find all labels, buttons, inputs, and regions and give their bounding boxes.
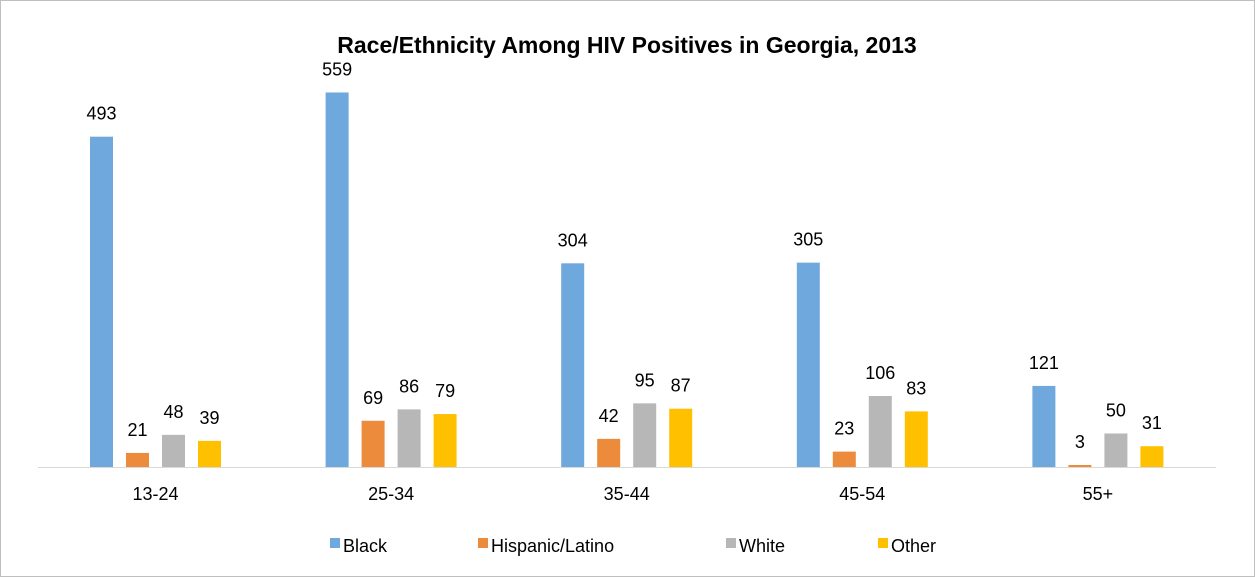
data-label-hispanic-latino-45-54: 23 xyxy=(834,419,854,439)
chart-title: Race/Ethnicity Among HIV Positives in Ge… xyxy=(337,32,916,58)
data-label-other-45-54: 83 xyxy=(906,378,926,398)
data-label-other-35-44: 87 xyxy=(671,376,691,396)
bar-hispanic-latino-35-44 xyxy=(597,438,621,467)
legend-swatch-white xyxy=(726,538,736,548)
legend: Black Hispanic/Latino White Other xyxy=(330,536,936,556)
legend-swatch-hispanic-latino xyxy=(478,538,488,548)
bar-other-25-34 xyxy=(433,414,457,467)
legend-swatch-other xyxy=(878,538,888,548)
data-label-black-25-34: 559 xyxy=(322,59,352,79)
bar-hispanic-latino-45-54 xyxy=(832,451,856,467)
data-label-white-55: 50 xyxy=(1106,401,1126,421)
x-tick-label-13-24: 13-24 xyxy=(132,484,178,504)
data-label-black-35-44: 304 xyxy=(558,230,588,250)
bar-other-45-54 xyxy=(904,411,928,467)
bar-white-55 xyxy=(1104,433,1128,467)
data-label-hispanic-latino-25-34: 69 xyxy=(363,388,383,408)
data-label-black-13-24: 493 xyxy=(86,104,116,124)
data-label-white-13-24: 48 xyxy=(163,402,183,422)
bar-white-25-34 xyxy=(397,409,421,467)
data-label-hispanic-latino-13-24: 21 xyxy=(127,420,147,440)
legend-swatch-black xyxy=(330,538,340,548)
data-label-other-13-24: 39 xyxy=(199,408,219,428)
bar-black-25-34 xyxy=(325,92,349,467)
bar-other-13-24 xyxy=(198,440,221,467)
bar-black-45-54 xyxy=(796,262,820,467)
bar-other-55 xyxy=(1140,446,1164,467)
data-label-other-25-34: 79 xyxy=(435,381,455,401)
bar-white-45-54 xyxy=(868,395,892,467)
bar-black-13-24 xyxy=(90,136,113,467)
data-label-black-45-54: 305 xyxy=(793,230,823,250)
data-label-white-35-44: 95 xyxy=(635,370,655,390)
bar-other-35-44 xyxy=(669,408,693,467)
x-tick-label-45-54: 45-54 xyxy=(839,484,885,504)
bars-group xyxy=(90,92,1164,467)
legend-label-white: White xyxy=(739,536,785,556)
x-tick-label-55: 55+ xyxy=(1083,484,1114,504)
data-label-white-25-34: 86 xyxy=(399,376,419,396)
bar-white-13-24 xyxy=(162,434,185,467)
bar-black-35-44 xyxy=(561,263,585,467)
legend-label-hispanic-latino: Hispanic/Latino xyxy=(491,536,614,556)
bar-black-55 xyxy=(1032,385,1056,467)
x-tick-labels-group: 13-24 25-34 35-44 45-54 55+ xyxy=(132,484,1113,504)
data-labels-group: 493 21 48 39 559 69 86 79 304 42 95 87 305 23 106 83 121… xyxy=(86,59,1161,452)
bar-hispanic-latino-13-24 xyxy=(126,452,149,467)
bar-hispanic-latino-55 xyxy=(1068,464,1092,467)
bar-white-35-44 xyxy=(633,403,657,467)
data-label-hispanic-latino-55: 3 xyxy=(1075,432,1085,452)
x-tick-label-25-34: 25-34 xyxy=(368,484,414,504)
legend-label-other: Other xyxy=(891,536,936,556)
data-label-black-55: 121 xyxy=(1029,353,1059,373)
bar-hispanic-latino-25-34 xyxy=(361,420,385,467)
data-label-white-45-54: 106 xyxy=(865,363,895,383)
data-label-other-55: 31 xyxy=(1142,413,1162,433)
legend-label-black: Black xyxy=(343,536,388,556)
data-label-hispanic-latino-35-44: 42 xyxy=(599,406,619,426)
x-tick-label-35-44: 35-44 xyxy=(604,484,650,504)
